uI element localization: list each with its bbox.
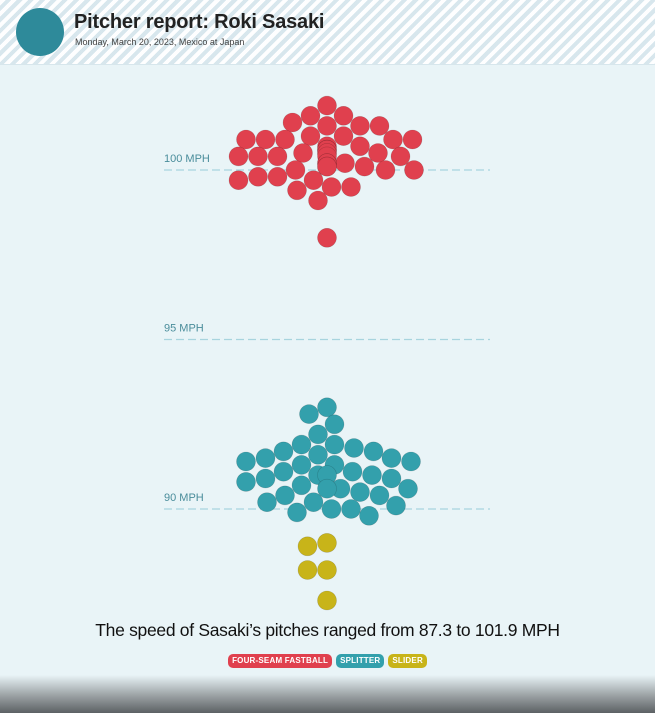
pitch-dot-splitter-82	[287, 502, 307, 523]
avatar	[16, 8, 64, 56]
pitch-dot-splitter-61	[291, 455, 312, 475]
pitch-dot-four-seam-fastball-28	[335, 153, 355, 173]
chart-caption: The speed of Sasaki’s pitches ranged fro…	[95, 620, 560, 640]
pitch-speed-beeswarm-chart: 100 MPH 95 MPH 90 MPH	[164, 95, 490, 611]
pitch-dot-four-seam-fastball-6	[369, 116, 390, 136]
pitch-dot-four-seam-fastball-7	[300, 126, 321, 146]
pitch-dot-four-seam-fastball-24	[248, 146, 268, 167]
pitch-dot-slider-88	[317, 590, 337, 611]
legend-slider: SLIDER	[388, 654, 427, 668]
pitch-dot-four-seam-fastball-33	[317, 156, 337, 177]
pitch-dot-splitter-81	[341, 499, 361, 519]
pitch-dot-splitter-65	[362, 465, 382, 485]
pitch-dot-four-seam-fastball-4	[317, 116, 337, 136]
gridline-label-100: 100 MPH	[164, 153, 210, 165]
pitch-dots	[228, 95, 424, 611]
report-header: Pitcher report: Roki Sasaki Monday, Marc…	[0, 0, 655, 65]
pitch-dot-four-seam-fastball-36	[404, 160, 424, 180]
pitch-dot-four-seam-fastball-40	[228, 170, 249, 190]
page-title: Pitcher report: Roki Sasaki	[74, 11, 325, 33]
pitch-dot-splitter-52	[344, 438, 364, 458]
pitch-dot-four-seam-fastball-39	[303, 170, 324, 190]
pitch-dot-splitter-75	[275, 485, 295, 506]
pitch-dot-splitter-80	[321, 499, 342, 519]
pitch-dot-four-seam-fastball-8	[333, 126, 354, 146]
pitch-dot-four-seam-fastball-45	[317, 228, 337, 248]
pitch-dot-four-seam-fastball-19	[293, 143, 313, 163]
gridlines: 100 MPH 95 MPH 90 MPH	[164, 153, 490, 510]
pitch-dot-splitter-56	[255, 448, 276, 468]
legend-four-seam-fastball: FOUR-SEAM FASTBALL	[228, 654, 333, 668]
legend-splitter: SPLITTER	[336, 654, 385, 668]
pitch-dot-splitter-62	[342, 461, 363, 482]
pitch-dot-splitter-58	[236, 451, 256, 472]
pitch-dot-four-seam-fastball-5	[350, 116, 370, 136]
pitch-dot-four-seam-fastball-3	[282, 112, 303, 133]
pitch-dot-four-seam-fastball-23	[267, 146, 288, 167]
pitch-dot-splitter-77	[303, 492, 324, 513]
pitch-dot-four-seam-fastball-9	[275, 129, 295, 150]
pitch-dot-splitter-48	[324, 414, 345, 435]
pitch-dot-splitter-69	[236, 472, 256, 492]
pitch-dot-four-seam-fastball-20	[368, 143, 388, 163]
pitch-dot-splitter-50	[324, 434, 345, 455]
legend: FOUR-SEAM FASTBALL SPLITTER SLIDER	[0, 654, 655, 668]
pitch-dot-slider-85	[297, 536, 318, 557]
pitch-dot-four-seam-fastball-34	[285, 160, 306, 180]
pitch-dot-splitter-73	[317, 478, 337, 499]
pitch-dot-splitter-67	[255, 468, 276, 489]
pitch-dot-splitter-55	[308, 444, 328, 465]
pitch-dot-splitter-49	[308, 424, 328, 445]
pitch-dot-four-seam-fastball-10	[255, 129, 276, 150]
pitch-dot-four-seam-fastball-41	[321, 177, 342, 197]
pitch-dot-splitter-70	[291, 475, 312, 496]
pitch-dot-splitter-59	[401, 451, 421, 472]
game-subtitle: Monday, March 20, 2023, Mexico at Japan	[75, 37, 245, 47]
pitch-dot-four-seam-fastball-13	[402, 129, 423, 150]
pitch-dot-splitter-53	[273, 441, 294, 462]
pitch-dot-four-seam-fastball-0	[317, 95, 337, 116]
bottom-fade	[0, 675, 655, 713]
pitch-dot-four-seam-fastball-12	[236, 129, 256, 150]
pitch-dot-four-seam-fastball-38	[248, 167, 268, 187]
pitch-dot-four-seam-fastball-1	[300, 105, 321, 126]
pitch-dot-four-seam-fastball-44	[308, 190, 328, 211]
pitch-dot-splitter-79	[386, 495, 406, 516]
pitch-dot-four-seam-fastball-25	[390, 146, 411, 167]
pitch-dot-splitter-74	[350, 482, 370, 502]
pitch-dot-splitter-54	[363, 441, 384, 462]
pitch-dot-four-seam-fastball-31	[354, 156, 375, 177]
pitch-dot-splitter-68	[381, 468, 402, 489]
pitch-dot-splitter-72	[398, 478, 418, 499]
gridline-label-95: 95 MPH	[164, 323, 204, 335]
pitch-dot-splitter-78	[257, 492, 277, 513]
pitch-dot-slider-87	[297, 560, 318, 580]
pitch-dot-four-seam-fastball-37	[267, 167, 288, 187]
pitch-dot-slider-84	[317, 533, 337, 553]
pitch-dot-splitter-57	[381, 448, 402, 468]
pitch-dot-splitter-51	[291, 434, 312, 455]
pitch-dot-four-seam-fastball-35	[375, 160, 396, 180]
pitch-dot-four-seam-fastball-42	[341, 177, 361, 197]
pitch-dot-four-seam-fastball-2	[333, 105, 354, 126]
pitch-dot-four-seam-fastball-26	[228, 146, 249, 167]
pitch-dot-four-seam-fastball-11	[383, 129, 403, 150]
pitch-dot-splitter-63	[273, 461, 294, 482]
pitch-dot-splitter-83	[359, 505, 379, 526]
pitch-dot-splitter-46	[317, 397, 337, 418]
pitch-dot-slider-86	[317, 560, 337, 580]
pitch-dot-splitter-76	[369, 485, 390, 506]
pitch-dot-splitter-47	[299, 404, 319, 424]
gridline-label-90: 90 MPH	[164, 492, 204, 504]
pitch-dot-four-seam-fastball-43	[287, 180, 307, 201]
pitch-dot-four-seam-fastball-15	[350, 136, 370, 157]
